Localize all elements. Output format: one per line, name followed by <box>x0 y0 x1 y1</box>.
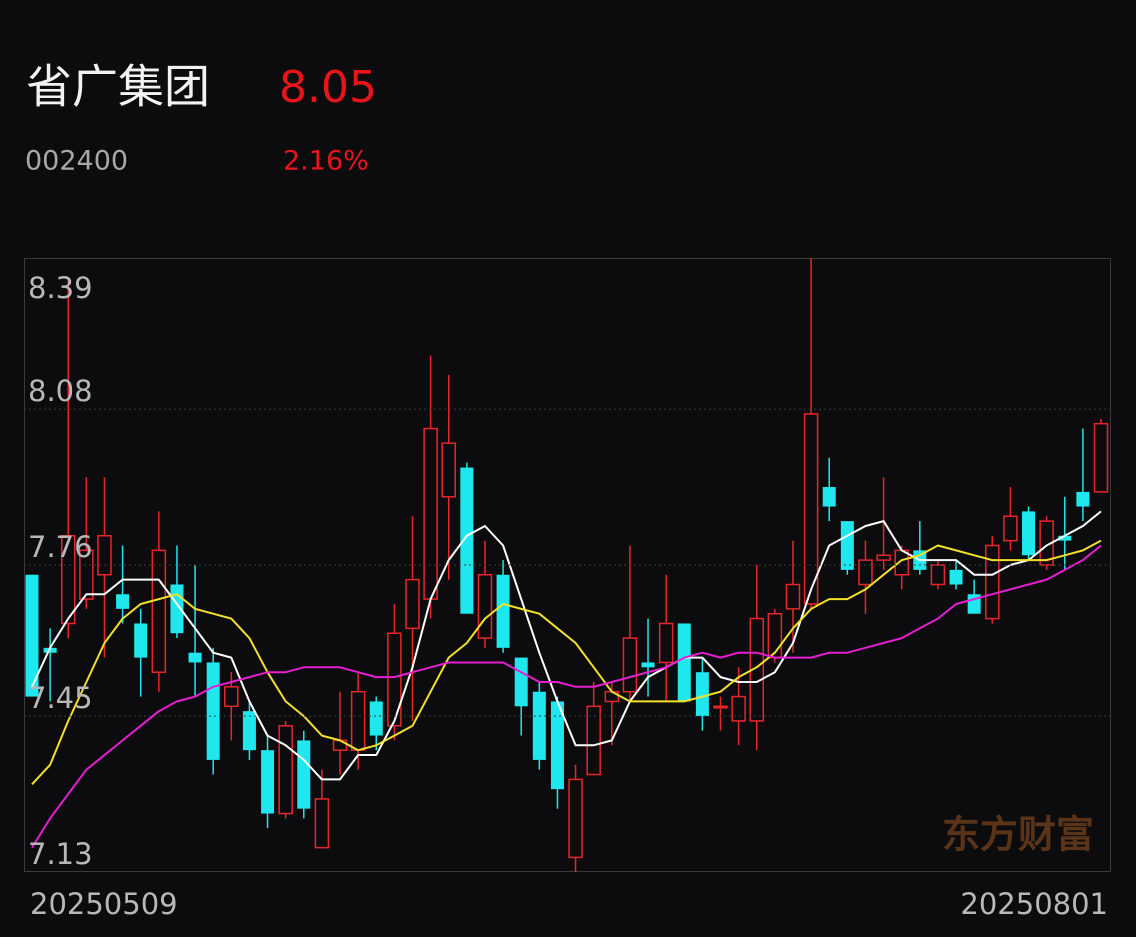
candle-body <box>550 701 564 790</box>
x-tick-label: 20250801 <box>960 887 1108 921</box>
stock-price: 8.05 <box>279 62 377 113</box>
candle-body <box>496 574 510 648</box>
stock-change: 2.16% <box>283 146 369 177</box>
ma-line <box>31 544 1102 849</box>
candle-body <box>949 569 963 585</box>
candle-body <box>314 798 330 849</box>
y-tick-label: 8.39 <box>28 271 93 305</box>
candle-body <box>985 544 1000 620</box>
candle-body <box>43 647 57 653</box>
candle-body <box>477 573 493 639</box>
ma-line <box>31 539 1102 785</box>
candle-body <box>369 701 383 736</box>
candle-body <box>97 535 112 576</box>
candle-body <box>242 711 256 751</box>
candle-body <box>767 612 783 659</box>
candle-body <box>116 594 130 609</box>
plot-frame <box>24 258 1111 872</box>
stock-name: 省广集团 <box>26 60 210 114</box>
candle-body <box>876 554 891 561</box>
candle-body <box>350 690 366 751</box>
x-tick-label: 20250509 <box>30 887 178 921</box>
candle-body <box>930 564 946 586</box>
candle-body <box>532 691 546 760</box>
candle-body <box>134 623 148 658</box>
candle-body <box>822 487 836 507</box>
candle-body <box>79 549 94 600</box>
candle-body <box>568 778 583 859</box>
candle-body <box>858 559 873 586</box>
candle-body <box>297 740 311 809</box>
candle-body <box>441 442 456 498</box>
candle-body <box>658 622 674 664</box>
y-tick-label: 8.08 <box>28 374 93 408</box>
candle-body <box>641 662 655 668</box>
y-tick-label: 7.45 <box>28 681 93 715</box>
candle-body <box>60 535 76 625</box>
candle-body <box>840 521 854 570</box>
candle-body <box>405 578 420 630</box>
candle-body <box>695 672 709 717</box>
candle-body <box>1022 511 1036 556</box>
candle-body <box>1076 491 1090 507</box>
candle-body <box>387 632 402 727</box>
candle-body <box>1093 422 1109 493</box>
ma-line <box>31 510 1102 781</box>
candle-body <box>803 413 819 605</box>
candle-body <box>278 725 293 815</box>
candle-body <box>731 695 746 722</box>
candle-body <box>1058 535 1072 541</box>
candle-body <box>785 583 801 610</box>
candle-body <box>423 427 438 600</box>
candle-body <box>460 467 474 614</box>
candle-body <box>514 657 528 707</box>
candle-body <box>1003 515 1018 542</box>
candle-body <box>188 652 202 663</box>
candle-body <box>25 574 39 697</box>
candle-body <box>713 705 728 709</box>
candle-body <box>622 637 638 693</box>
watermark: 东方财富 <box>942 812 1094 857</box>
y-tick-label: 7.76 <box>28 530 93 564</box>
candle-body <box>151 549 167 673</box>
stock-code: 002400 <box>25 146 128 177</box>
candle-body <box>586 705 601 776</box>
candle-body <box>677 623 691 702</box>
candle-body <box>206 662 220 760</box>
plot-area <box>25 258 1109 872</box>
y-tick-label: 7.13 <box>28 837 93 871</box>
candle-body <box>261 750 275 814</box>
candle-body <box>224 686 239 708</box>
